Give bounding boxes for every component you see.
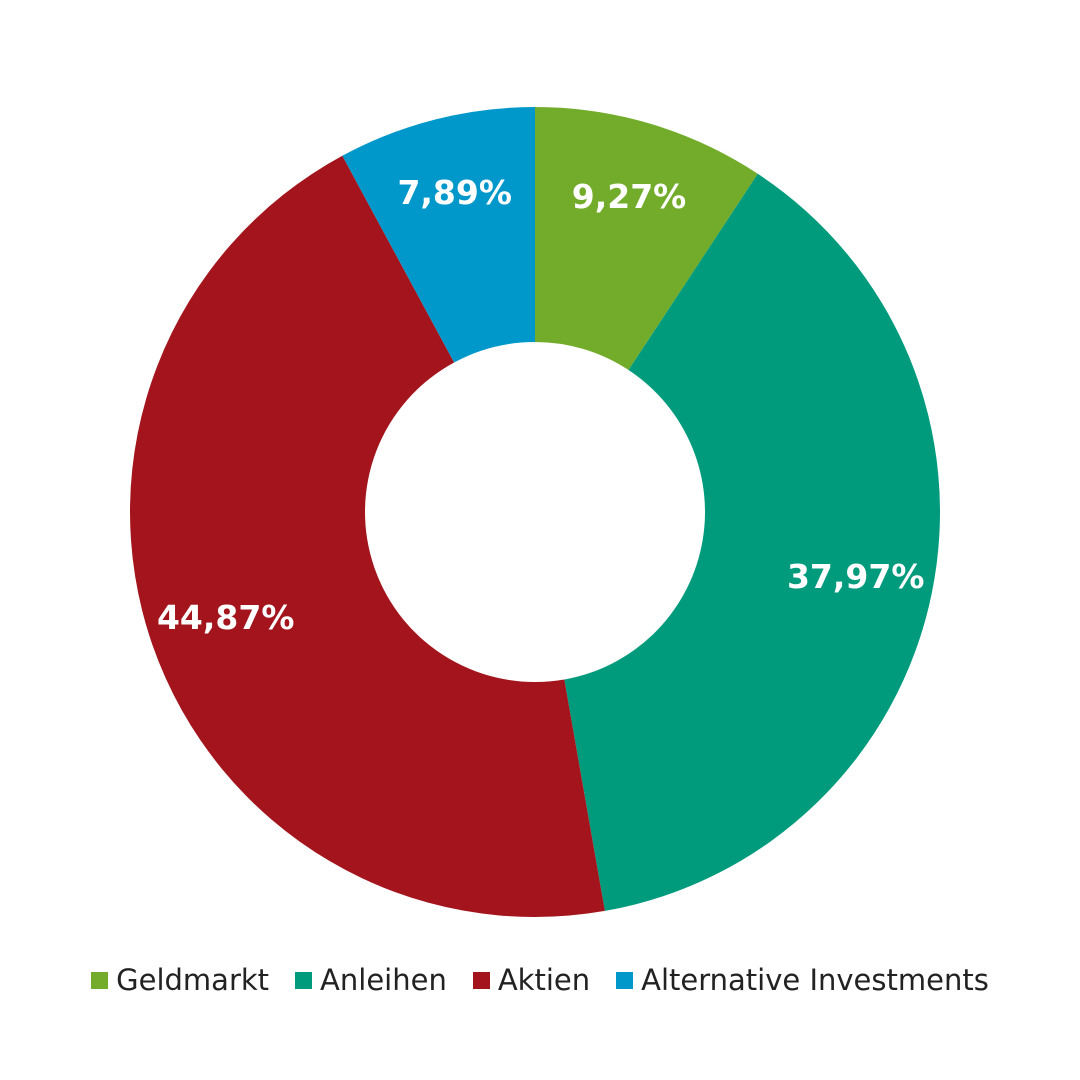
legend-item-anleihen: Anleihen (295, 963, 447, 997)
legend-item-aktien: Aktien (472, 963, 591, 997)
legend: Geldmarkt Anleihen Aktien Alternative Inves… (0, 958, 1080, 1002)
slice-alternative-investments (342, 107, 535, 363)
slices (129, 107, 941, 918)
legend-label: Geldmarkt (116, 963, 270, 997)
legend-label: Aktien (497, 963, 591, 997)
legend-item-geldmarkt: Geldmarkt (91, 963, 269, 997)
slice-label-geldmarkt: 9,27% (572, 177, 687, 216)
slice-geldmarkt (535, 107, 758, 371)
slice-labels: 9,27% 37,97% 44,87% 7,89% (157, 173, 924, 637)
legend-label: Anleihen (320, 963, 447, 997)
slice-anleihen (564, 173, 941, 911)
slice-label-aktien: 44,87% (157, 598, 294, 637)
legend-item-alternative-investments: Alternative Investments (616, 963, 989, 997)
legend-swatch (295, 971, 313, 989)
slice-label-alternative-investments: 7,89% (397, 173, 512, 212)
legend-label: Alternative Investments (641, 963, 989, 997)
slice-label-anleihen: 37,97% (787, 557, 924, 596)
legend-swatch (472, 971, 490, 989)
legend-swatch (91, 971, 109, 989)
slice-aktien (129, 155, 605, 918)
legend-swatch (616, 971, 634, 989)
